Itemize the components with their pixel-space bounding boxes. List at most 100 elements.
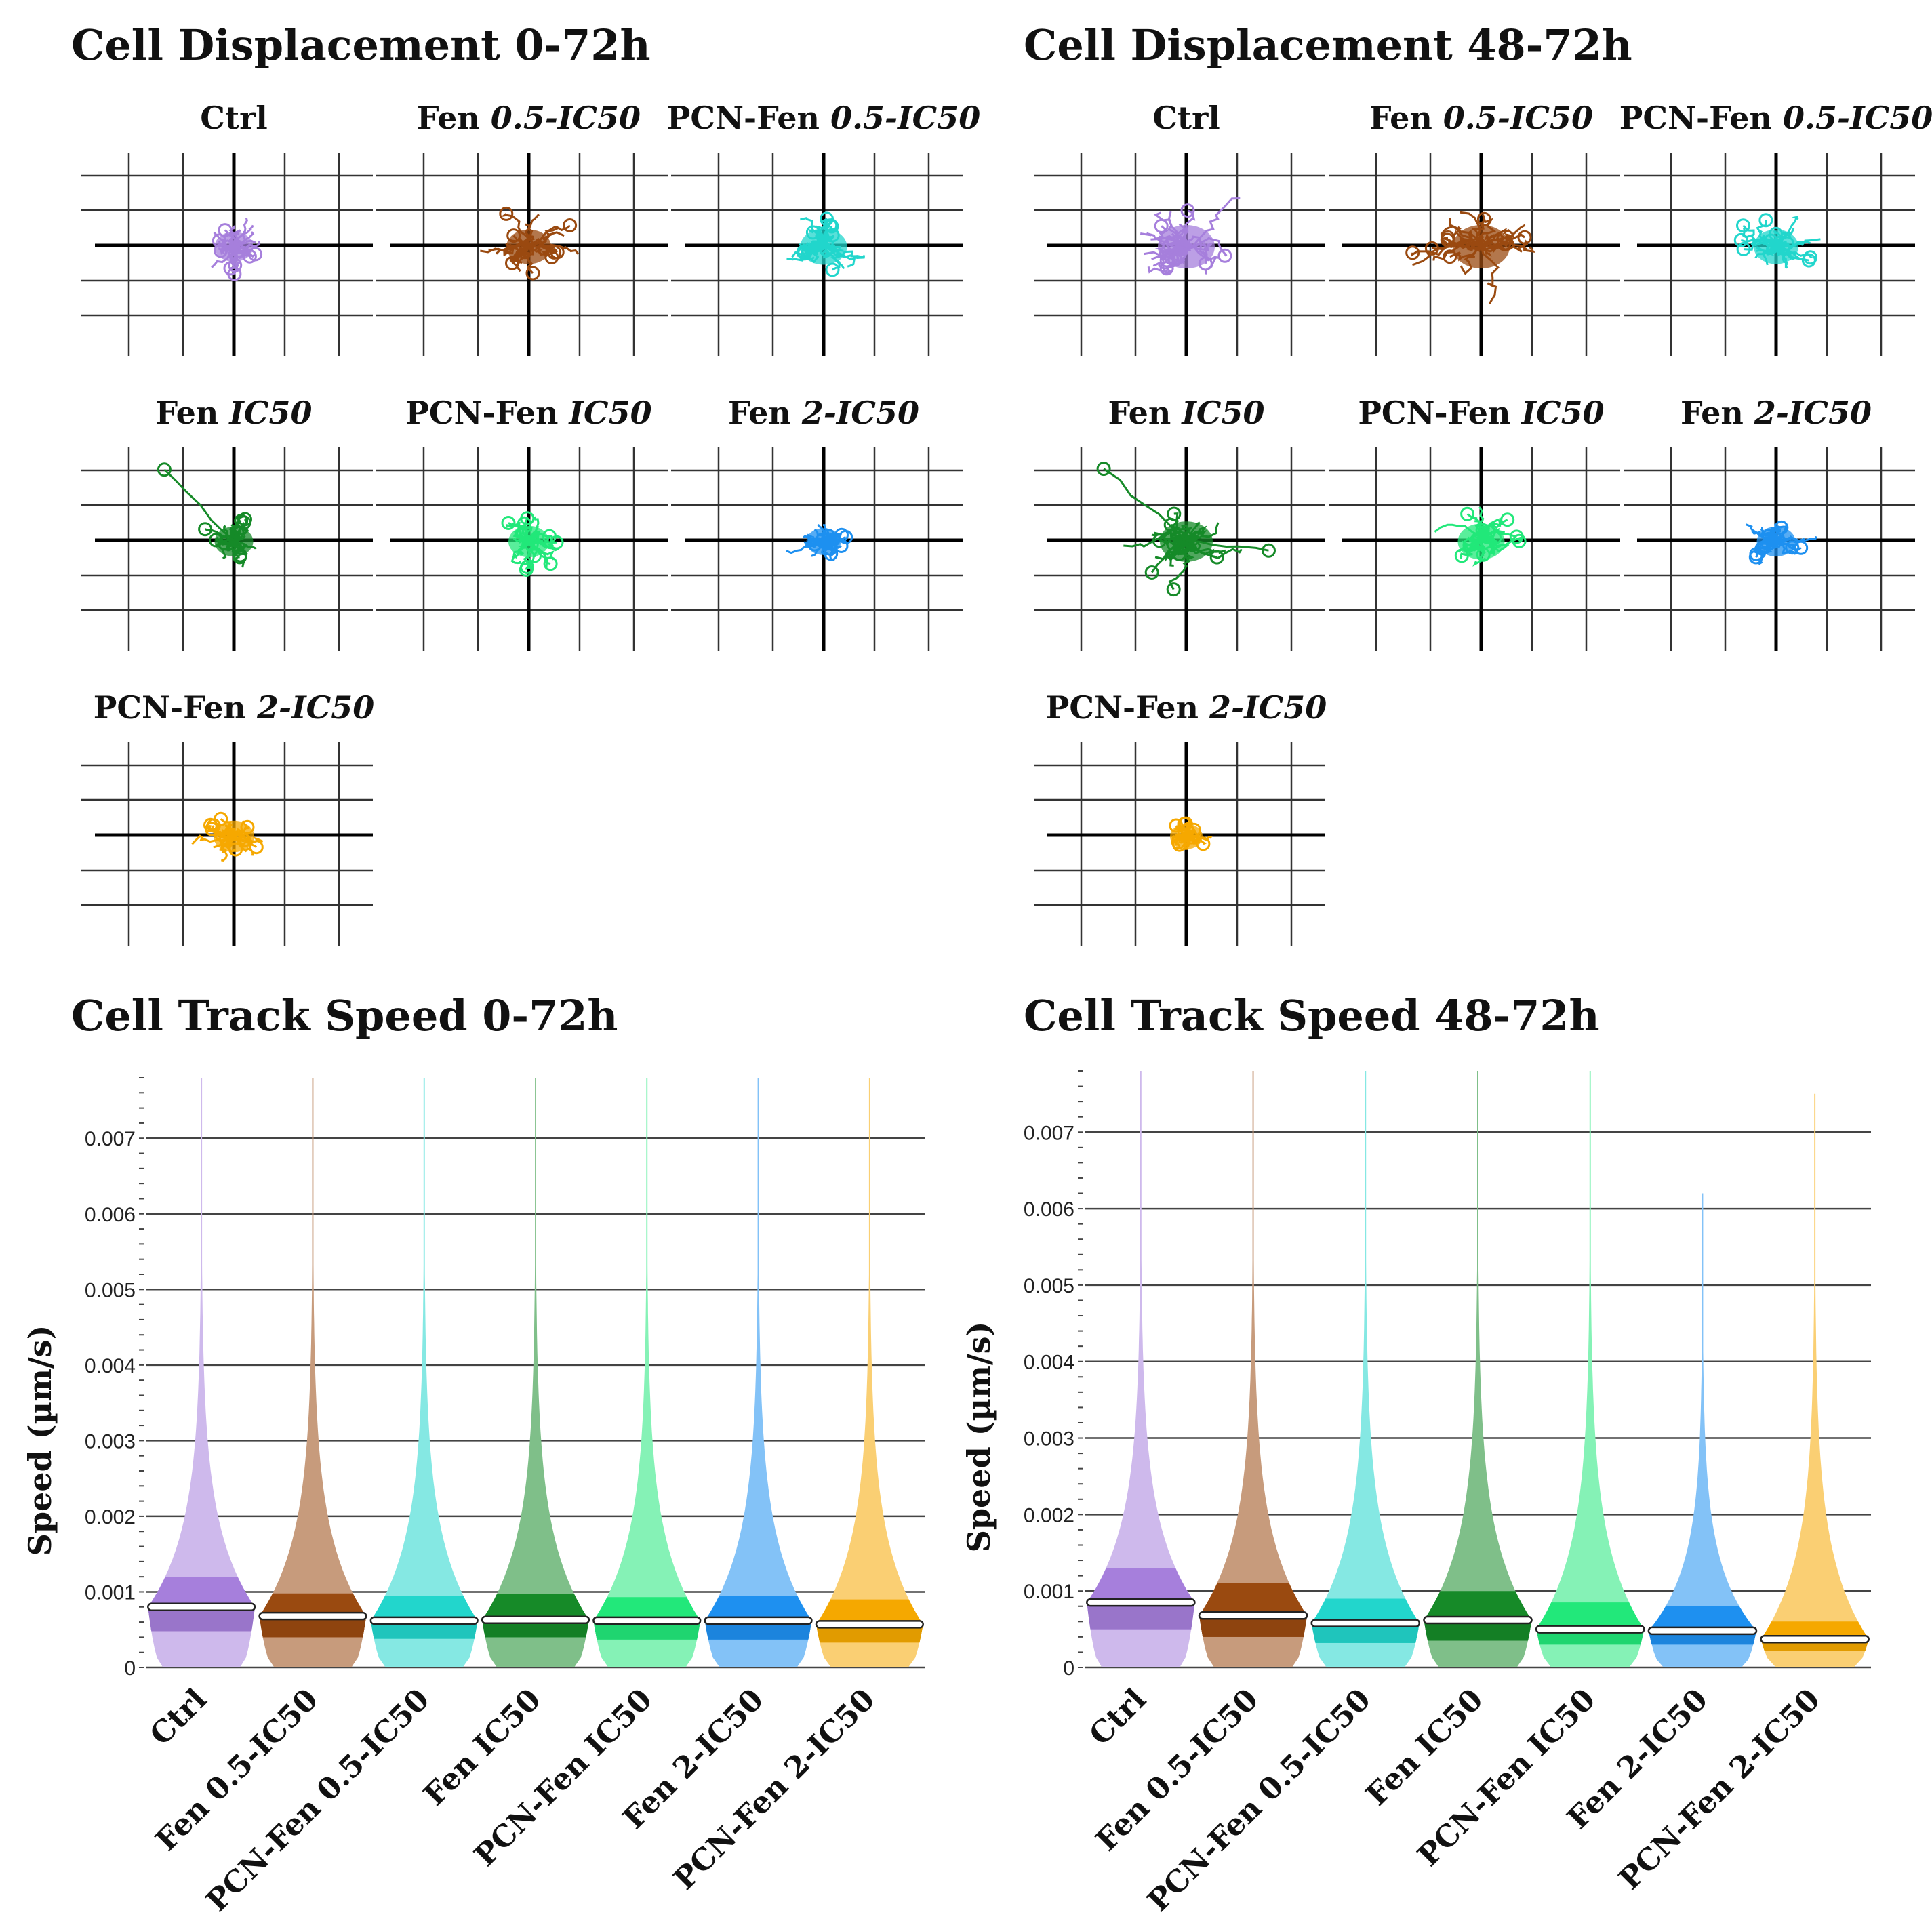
violin-band — [260, 1078, 366, 1667]
y-tick-label: 0 — [124, 1657, 136, 1680]
track-cluster — [1434, 506, 1527, 567]
track-core — [214, 526, 254, 557]
violin-band — [1537, 1071, 1643, 1667]
track-endpoint — [1736, 242, 1751, 256]
category-label: PCN-Fen 0.5-IC50 — [200, 1682, 437, 1919]
violin-band — [816, 1624, 923, 1643]
violin-band — [1761, 1093, 1869, 1667]
median-bar — [1086, 1598, 1196, 1607]
y-tick-label: 0.007 — [85, 1128, 136, 1150]
panel-label: Fen 2-IC50 — [1681, 394, 1872, 431]
violin — [369, 1078, 479, 1667]
track-endpoint — [563, 218, 578, 232]
y-tick-label: 0.001 — [1024, 1581, 1074, 1603]
displacement-panel: PCN-Fen 0.5-IC50 — [1619, 100, 1932, 356]
y-tick-label: 0.006 — [85, 1204, 136, 1226]
violin — [1535, 1071, 1645, 1667]
displacement-panel: Ctrl — [1034, 100, 1325, 356]
track-endpoint — [157, 462, 172, 477]
track-endpoint — [1794, 540, 1809, 555]
violin-band — [593, 1620, 701, 1640]
violin-band — [706, 1078, 811, 1667]
violin-band — [371, 1078, 477, 1667]
violin — [258, 1078, 367, 1667]
track-endpoint — [1217, 248, 1232, 263]
outlier-track — [1186, 539, 1269, 552]
panel-label: Ctrl — [1152, 100, 1220, 136]
track-core — [506, 229, 551, 264]
violin — [815, 1078, 924, 1667]
y-tick-label: 0.007 — [1024, 1122, 1074, 1144]
track-endpoint — [227, 266, 242, 281]
category-label: PCN-Fen 0.5-IC50 — [1141, 1682, 1377, 1919]
panel-label: Ctrl — [200, 100, 268, 136]
track-cluster — [786, 211, 866, 277]
violin-band — [1087, 1071, 1194, 1667]
panel-label: PCN-Fen 0.5-IC50 — [667, 100, 980, 136]
violin — [704, 1078, 813, 1667]
track-cluster — [1096, 462, 1276, 597]
track-cluster — [191, 811, 264, 862]
violin-band — [1311, 1623, 1420, 1643]
violin-band — [1199, 1615, 1308, 1637]
violin-band — [483, 1078, 588, 1667]
displacement-panel: PCN-Fen IC50 — [1329, 394, 1620, 651]
median-bar — [1423, 1615, 1533, 1625]
outlier-track — [163, 468, 235, 542]
displacement-panel: Fen 2-IC50 — [1624, 394, 1915, 651]
section-title: Cell Displacement 0-72h — [71, 20, 651, 70]
outlier-track — [1103, 468, 1188, 542]
category-label: Ctrl — [144, 1682, 214, 1752]
track-endpoint — [1460, 506, 1475, 521]
track-core — [800, 228, 847, 265]
y-axis-label: Speed (µm/s) — [22, 1325, 58, 1556]
track-core — [1754, 229, 1798, 264]
track-core — [1170, 824, 1203, 849]
median-bar — [481, 1615, 590, 1624]
track-core — [1453, 225, 1510, 268]
chart-title: Cell Track Speed 0-72h — [71, 991, 618, 1040]
track-core — [1160, 521, 1213, 562]
violin-band — [259, 1616, 367, 1638]
violin — [1086, 1071, 1196, 1667]
violin-band — [1424, 1620, 1532, 1641]
panel-label: PCN-Fen 0.5-IC50 — [1619, 100, 1932, 136]
track-endpoint — [525, 266, 540, 281]
violin — [1423, 1071, 1533, 1667]
track-endpoint — [198, 522, 213, 537]
track-endpoint — [1500, 512, 1515, 527]
y-tick-label: 0.005 — [85, 1279, 136, 1301]
median-bar — [369, 1616, 479, 1625]
track-cluster — [480, 206, 580, 281]
panel-label: Fen 0.5-IC50 — [1369, 100, 1593, 136]
y-tick-label: 0 — [1063, 1657, 1074, 1680]
y-tick-label: 0.004 — [1024, 1352, 1074, 1374]
track-core — [1756, 526, 1796, 557]
displacement-panel: PCN-Fen 2-IC50 — [81, 689, 374, 946]
displacement-panel: Fen 0.5-IC50 — [376, 100, 668, 356]
track-endpoint — [549, 535, 564, 550]
section-title: Cell Displacement 48-72h — [1024, 20, 1632, 70]
violin-band — [1312, 1071, 1419, 1667]
track-endpoint — [1262, 543, 1276, 558]
displacement-panel: Fen IC50 — [1034, 394, 1325, 651]
y-tick-label: 0.003 — [85, 1430, 136, 1453]
track-cluster — [157, 462, 257, 568]
track-cluster — [786, 523, 853, 562]
violin — [147, 1078, 256, 1667]
median-bar — [1198, 1611, 1308, 1620]
displacement-panel: Fen 0.5-IC50 — [1329, 100, 1620, 356]
violin-band — [370, 1620, 478, 1639]
track-endpoint — [825, 262, 840, 277]
track-endpoint — [1736, 218, 1750, 233]
track-endpoint — [1801, 253, 1816, 268]
track-endpoint — [499, 206, 514, 221]
track-core — [214, 820, 254, 853]
displacement-section: Cell Displacement 48-72h Ctrl Fen 0.5-IC50… — [1024, 20, 1932, 946]
track-core — [1158, 225, 1215, 268]
violin-band — [1649, 1193, 1756, 1667]
track-endpoint — [1758, 213, 1773, 228]
track-endpoint — [1144, 565, 1159, 580]
track-core — [508, 525, 549, 558]
